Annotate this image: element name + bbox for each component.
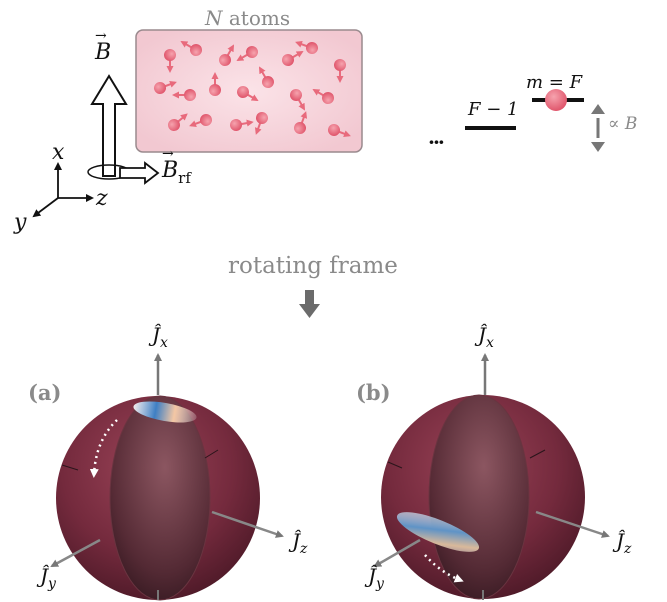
atom	[328, 124, 351, 138]
jx-sub-b: x	[486, 335, 494, 351]
jx-sub-a: x	[160, 335, 168, 351]
atom	[209, 72, 221, 96]
atom	[254, 112, 268, 135]
b-field-arrow	[90, 74, 128, 177]
panel-b-jz-label: Ĵz	[616, 529, 631, 557]
jy-sub-a: y	[48, 576, 56, 592]
axis-x-label: x	[52, 140, 65, 165]
sphere-b	[373, 353, 610, 600]
panel-b-jy-label: Ĵy	[368, 564, 384, 592]
atom	[189, 114, 212, 128]
panel-a-jy-label: Ĵy	[40, 564, 56, 592]
atom	[282, 51, 304, 66]
b-field-label: → B	[95, 28, 112, 65]
coordinate-triad	[32, 162, 94, 218]
panel-a-jz-label: Ĵz	[292, 529, 307, 557]
atoms-box-title: N atoms	[205, 6, 290, 30]
panel-a-tag: (a)	[28, 380, 62, 405]
atom	[180, 41, 202, 56]
atom	[172, 89, 196, 101]
b-symbol: B	[95, 40, 112, 65]
atom	[219, 44, 234, 66]
spin-state-blob-a	[133, 401, 197, 423]
level-spacing-arrow	[591, 104, 605, 152]
scaling-label: ∝ B	[608, 114, 638, 134]
atom	[164, 49, 176, 73]
jy-sub-b: y	[376, 576, 384, 592]
level-ellipsis: ···	[428, 130, 445, 154]
atom	[295, 40, 318, 54]
atom	[154, 80, 177, 94]
sphere-a	[50, 353, 284, 601]
b-rf-vector-arrow: →	[162, 146, 174, 162]
jz-symbol-a: Ĵ	[292, 529, 301, 553]
axis-y-label: y	[14, 210, 27, 235]
jz-sub-b: z	[624, 541, 632, 557]
atom	[294, 111, 308, 134]
atom	[312, 89, 334, 104]
rotating-frame-label: rotating frame	[228, 253, 398, 279]
jy-symbol-a: Ĵ	[40, 564, 49, 588]
upper-level-label: m = F	[526, 72, 583, 93]
spin-state-blob-b	[396, 512, 480, 552]
jz-sub-a: z	[300, 541, 308, 557]
populated-atom	[545, 89, 567, 111]
b-rf-symbol: B	[162, 158, 179, 183]
jx-symbol-b: Ĵ	[478, 323, 487, 347]
atom	[334, 59, 346, 83]
n-symbol: N	[205, 6, 223, 30]
atom	[230, 119, 254, 131]
axis-z-label: z	[96, 186, 108, 211]
b-rf-subscript: rf	[178, 169, 191, 187]
atom-spins	[154, 40, 351, 138]
b-rf-label: → B rf	[162, 146, 191, 187]
lower-level-label: F − 1	[468, 99, 519, 120]
rotating-frame-arrow	[299, 290, 320, 318]
atom	[236, 46, 258, 61]
jx-symbol-a: Ĵ	[152, 323, 161, 347]
panel-b-jx-label: Ĵx	[478, 323, 494, 351]
b-rf-arrow	[119, 161, 160, 185]
b-vector-arrow: →	[95, 28, 107, 44]
atom	[259, 66, 274, 88]
jz-symbol-b: Ĵ	[616, 529, 625, 553]
atom	[237, 86, 259, 101]
atom	[168, 113, 188, 131]
precession-arrow-a	[89, 419, 118, 478]
panel-a-jx-label: Ĵx	[152, 323, 168, 351]
atoms-label: atoms	[228, 6, 291, 30]
panel-b-tag: (b)	[356, 380, 391, 405]
jy-symbol-b: Ĵ	[368, 564, 377, 588]
atom	[290, 89, 305, 111]
